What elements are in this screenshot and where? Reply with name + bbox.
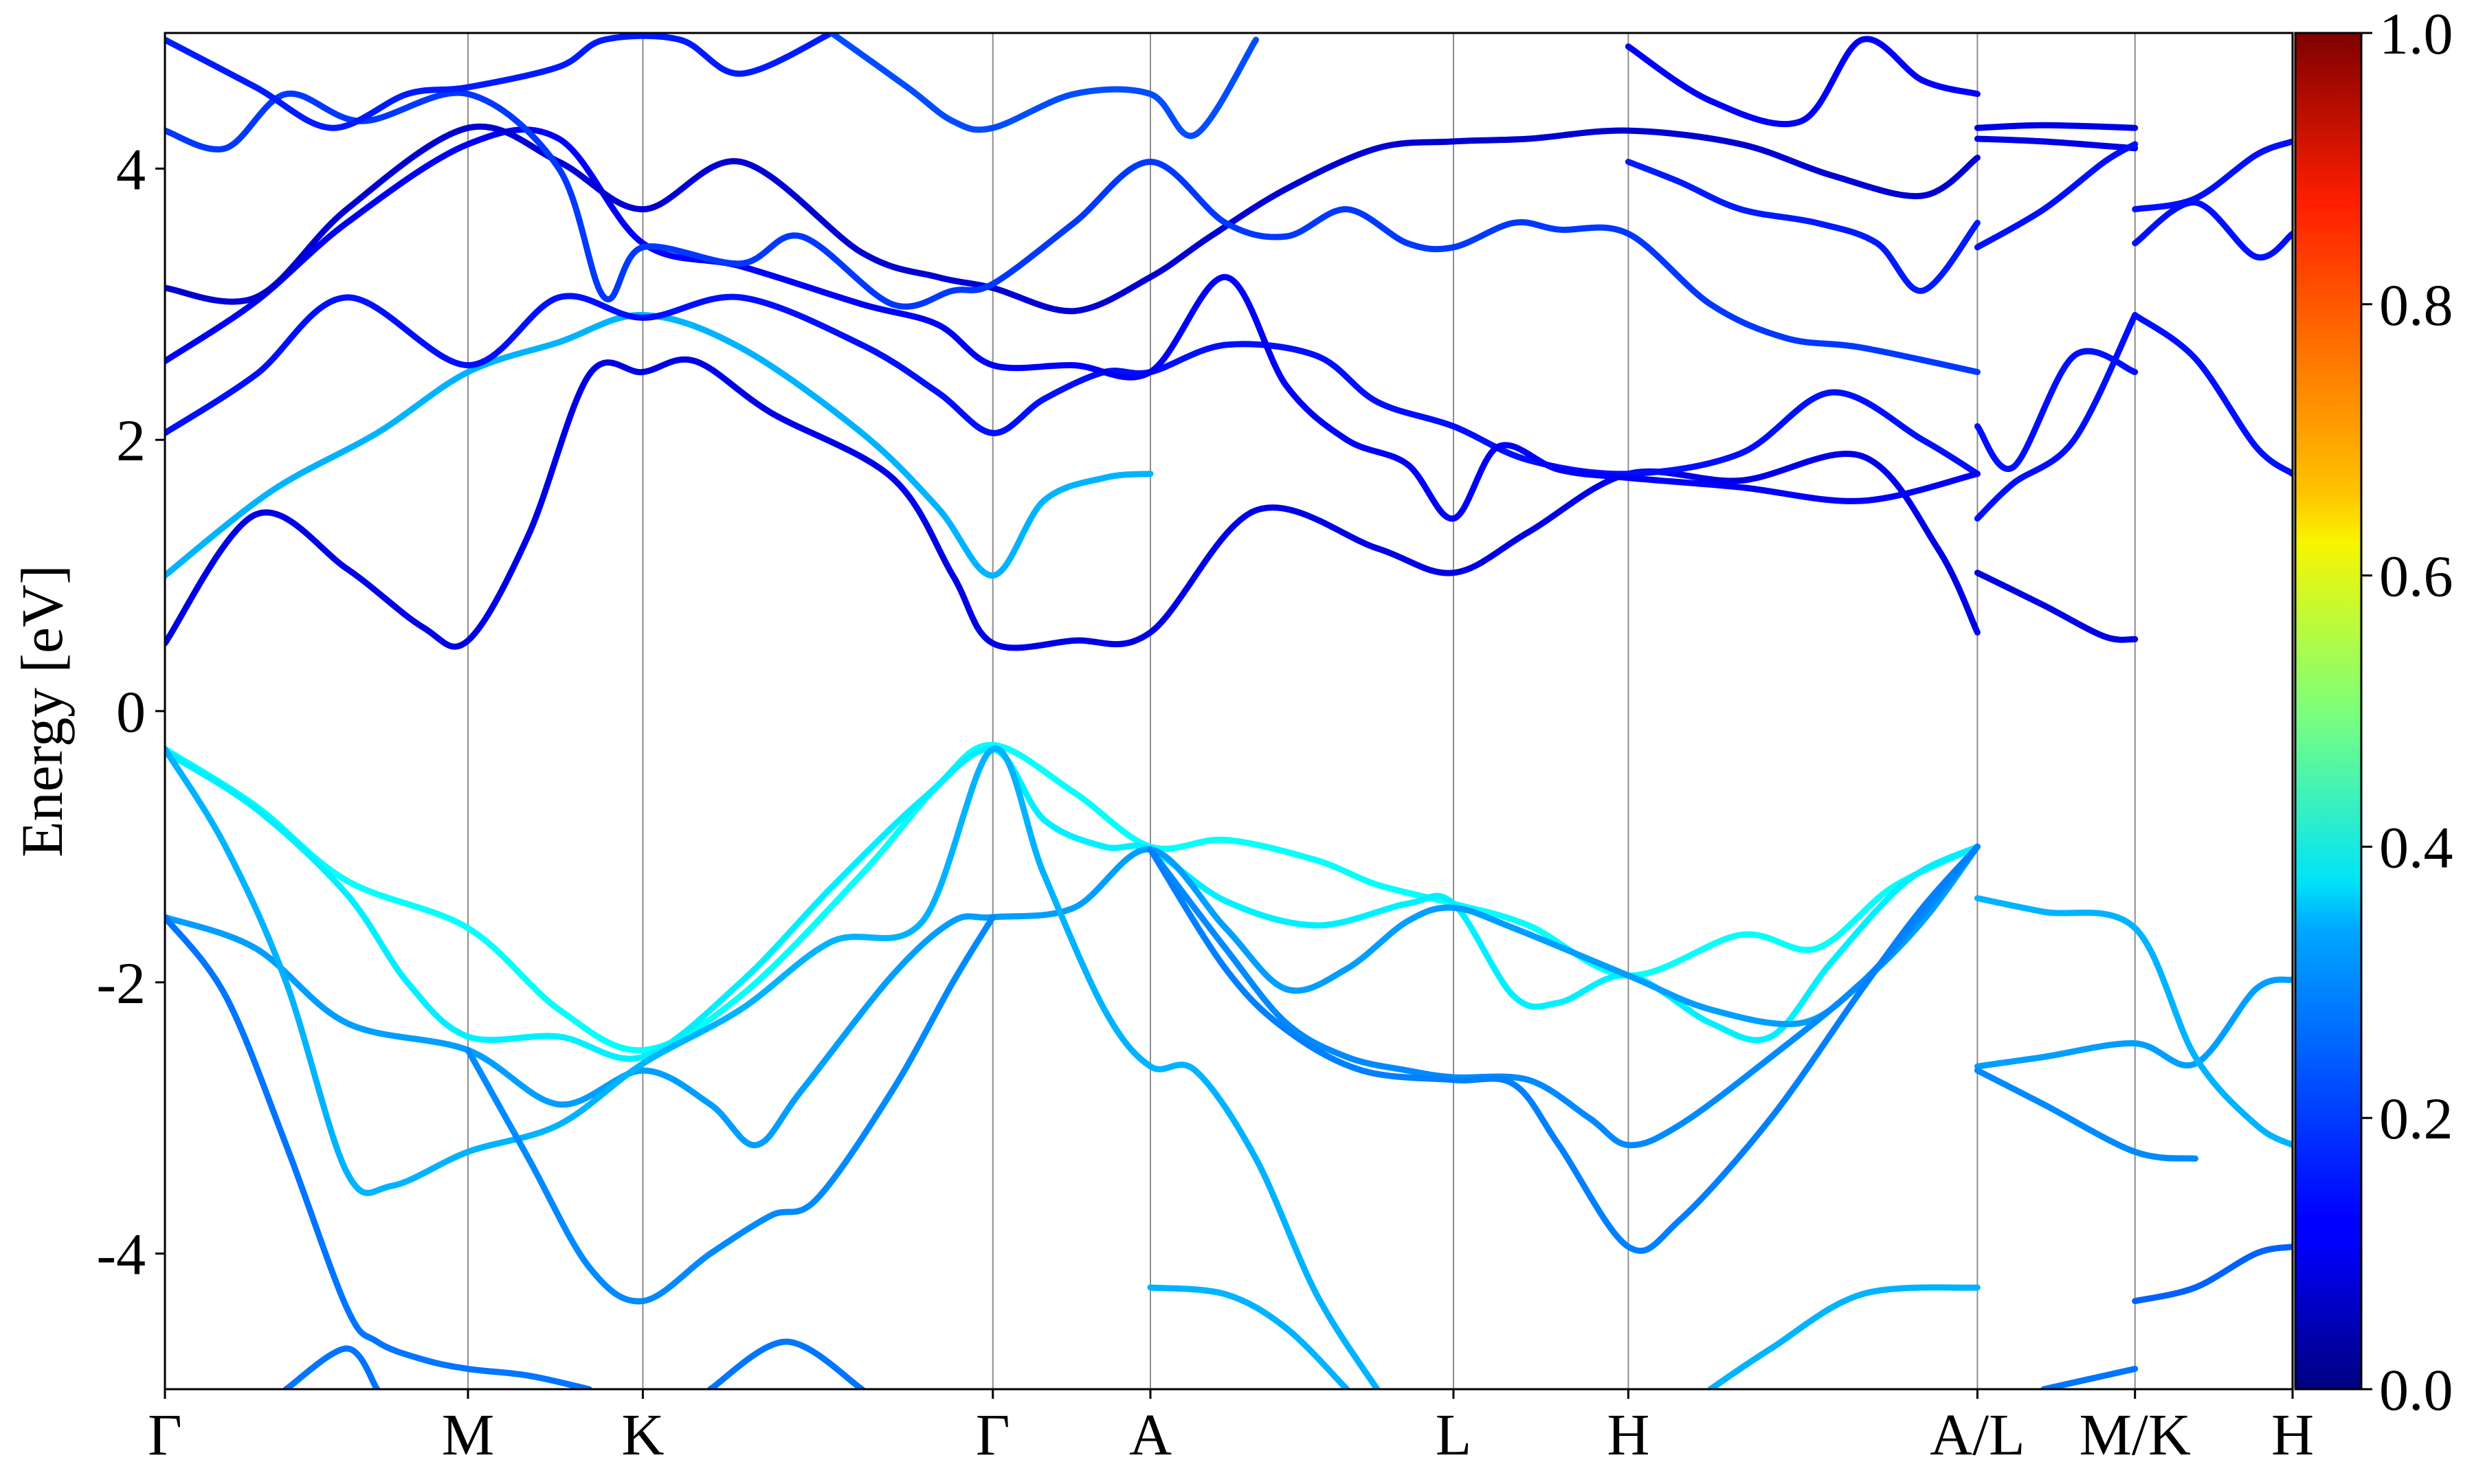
x-tick-label: Γ <box>148 1402 182 1468</box>
colorbar-gradient <box>2294 32 2363 1391</box>
colorbar: 0.0 0.2 0.4 0.6 0.8 1.0 <box>2294 1 2453 1423</box>
y-axis: -4 -2 0 2 4 <box>96 136 165 1288</box>
x-tick-label: A <box>1129 1402 1172 1468</box>
band-line <box>2132 312 2293 477</box>
band-line <box>165 745 1981 1062</box>
x-tick-label: M/K <box>2079 1402 2190 1468</box>
band-line <box>165 123 1981 315</box>
band-line <box>165 741 1981 1054</box>
x-tick-label: K <box>621 1402 664 1468</box>
colorbar-tick-label: 0.8 <box>2379 272 2453 338</box>
colorbar-tick-label: 0.2 <box>2379 1086 2453 1151</box>
x-tick-label: A/L <box>1930 1402 2025 1468</box>
y-tick-label: -4 <box>96 1222 146 1288</box>
colorbar-tick-label: 0.6 <box>2379 543 2453 609</box>
x-tick-label: M <box>442 1402 494 1468</box>
band-line <box>165 89 1981 375</box>
kpoint-gridlines <box>467 33 2136 1389</box>
band-line <box>165 914 592 1389</box>
band-line <box>1974 135 2139 152</box>
band-line <box>1974 570 2139 643</box>
colorbar-tick-label: 0.0 <box>2379 1357 2453 1423</box>
y-tick-label: 2 <box>116 407 146 473</box>
x-tick-label: H <box>2271 1402 2314 1468</box>
band-line <box>2132 199 2293 261</box>
band-line <box>1974 141 2139 251</box>
band-line <box>1707 1284 1981 1389</box>
band-line <box>165 356 1981 651</box>
band-line <box>1974 1067 2198 1162</box>
band-line <box>1625 36 1981 128</box>
band-line <box>1974 895 2293 1149</box>
band-line <box>1974 348 2139 472</box>
band-line <box>1147 1284 1350 1389</box>
band-line <box>165 33 835 131</box>
band-line <box>1625 159 1981 294</box>
band-line <box>1147 843 1981 1254</box>
plot-frame <box>164 32 2294 1391</box>
band-line <box>1974 312 2139 522</box>
band-line <box>282 1345 381 1389</box>
bands-layer <box>165 33 2293 1389</box>
band-line <box>165 293 1981 477</box>
band-line <box>2132 138 2293 213</box>
y-tick-label: 4 <box>116 136 146 202</box>
y-tick-label: -2 <box>96 950 146 1016</box>
x-tick-label: Γ <box>976 1402 1010 1468</box>
colorbar-tick-label: 1.0 <box>2379 1 2453 67</box>
colorbar-tick-label: 0.4 <box>2379 814 2453 880</box>
band-line <box>165 843 1981 1149</box>
y-tick-label: 0 <box>116 679 146 745</box>
band-line <box>1147 843 1981 1149</box>
band-line <box>2132 1244 2293 1305</box>
band-line <box>465 914 996 1305</box>
x-axis: Γ M K Γ A L H A/L M/K H <box>148 1389 2314 1468</box>
band-line <box>707 1338 865 1389</box>
band-line <box>1974 976 2293 1070</box>
colorbar-ticks: 0.0 0.2 0.4 0.6 0.8 1.0 <box>2361 1 2453 1423</box>
band-line <box>165 745 1381 1389</box>
y-axis-title: Energy [eV] <box>9 565 75 857</box>
band-line <box>165 126 1981 522</box>
x-tick-label: H <box>1607 1402 1649 1468</box>
band-line <box>2040 1365 2139 1389</box>
band-line <box>1974 122 2139 131</box>
band-line <box>165 312 1154 579</box>
band-line <box>828 33 1259 139</box>
x-tick-label: L <box>1436 1402 1472 1468</box>
